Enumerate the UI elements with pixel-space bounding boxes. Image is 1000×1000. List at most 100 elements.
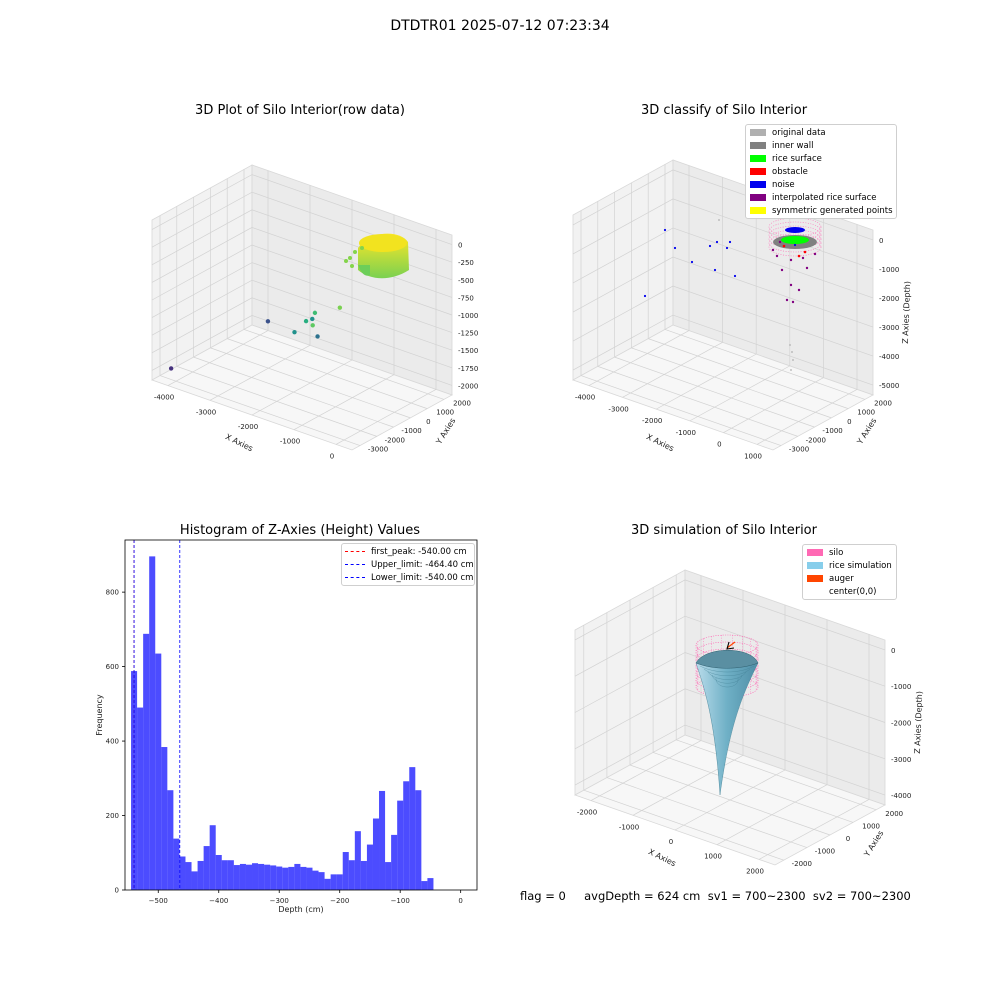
histogram-bar <box>227 860 234 890</box>
grid-line <box>588 330 690 386</box>
legend-swatch <box>750 129 766 136</box>
legend-label: original data <box>772 127 826 138</box>
legend-swatch <box>750 181 766 188</box>
legend-label: inner wall <box>772 140 814 151</box>
scatter-point <box>265 319 271 324</box>
z-tick-label-1: 0 <box>458 242 462 250</box>
z-tick-label-4: -4000 <box>891 792 911 800</box>
grid-line <box>656 353 757 410</box>
x-tick-label-1: -1000 <box>280 438 300 446</box>
legend-item: interpolated rice surface <box>746 191 896 204</box>
y-tick-label-1: -1000 <box>401 427 421 435</box>
z-tick-label-2: 0 <box>879 237 883 245</box>
legend-label: Lower_limit: -540.00 cm <box>371 572 474 583</box>
legend-item: Upper_limit: -464.40 cm <box>342 558 474 571</box>
z-tick-label-4: -3000 <box>891 756 911 764</box>
legend-item: symmetric generated points <box>746 204 896 217</box>
rice-simulation-top <box>695 650 759 669</box>
grid-line <box>572 285 874 357</box>
y-tick-label-1: 1000 <box>436 409 454 417</box>
legend-label: rice surface <box>772 153 822 164</box>
grid-line <box>159 375 361 446</box>
y-tick-label-4: 0 <box>846 835 850 843</box>
silo-wall-ring <box>768 229 822 249</box>
plot1-3d-scatter: -4000-3000-2000-10000200010000-1000-2000… <box>151 164 480 460</box>
legend-swatch <box>807 575 823 582</box>
interpolated-point <box>789 283 793 287</box>
grid-line <box>151 315 453 386</box>
y-tick-label-4: -2000 <box>792 860 812 868</box>
y-tick-label-1: 0 <box>426 418 430 426</box>
x-axis-label: Depth (cm) <box>278 905 323 914</box>
histogram-bar <box>282 867 289 890</box>
grid-line <box>622 342 723 398</box>
z-tick-label-2: -2000 <box>879 295 899 303</box>
histogram-bar <box>179 856 186 890</box>
interpolated-point <box>797 288 801 292</box>
histogram-bar <box>312 870 319 890</box>
original-point <box>789 344 791 346</box>
y-tick-label-1: -3000 <box>368 446 388 454</box>
plot4-legend: silo rice simulation auger center(0,0) <box>802 544 897 600</box>
interpolated-point <box>785 298 789 302</box>
histogram-bar <box>203 846 210 890</box>
original-point <box>791 351 793 353</box>
histogram-bar <box>366 844 373 890</box>
z-axis-label-4: Z Axies (Depth) <box>913 691 924 754</box>
x-axis-label-4: X Axies <box>647 847 678 868</box>
noise-point <box>793 243 797 247</box>
scatter-point <box>303 318 309 324</box>
silo-wall-ring <box>768 217 822 237</box>
x-tick-label-2: 1000 <box>744 452 762 460</box>
z-tick-label-1: -1750 <box>458 365 478 373</box>
histogram-bar <box>209 825 216 890</box>
legend-label: symmetric generated points <box>772 205 893 216</box>
z-tick-label-2: -4000 <box>879 353 899 361</box>
histogram-bar <box>397 800 404 890</box>
histogram-bar <box>252 863 259 890</box>
grid-line <box>243 329 445 400</box>
histogram-bar <box>324 878 331 890</box>
histogram-chart: −500 −400 −300 −200 −100 0 0 200 400 600 800 Depth … <box>95 539 478 914</box>
noise-point <box>708 244 712 248</box>
grid-line <box>151 262 453 333</box>
z-axis-label-2: Z Axies (Depth) <box>901 281 912 344</box>
x-tick-label-4: 2000 <box>746 867 764 875</box>
original-point <box>718 219 720 221</box>
noise-point <box>715 240 719 244</box>
histogram-bar <box>276 866 283 890</box>
surface-mesh-line <box>699 665 755 673</box>
histogram-bar <box>403 781 410 890</box>
y-tick-label-2: -1000 <box>822 427 842 435</box>
noise-point <box>690 260 694 264</box>
histogram-bar <box>348 860 355 890</box>
grid-line <box>167 330 269 386</box>
noise-point <box>733 274 737 278</box>
legend-item: auger <box>803 572 896 585</box>
plot4-title: 3D simulation of Silo Interior <box>631 523 817 538</box>
scatter-point <box>310 316 315 322</box>
histogram-bar <box>360 860 367 890</box>
scatter-point <box>353 250 357 254</box>
noise-point <box>673 246 677 250</box>
noise-point <box>663 228 667 232</box>
legend-item: center(0,0) <box>803 585 896 598</box>
histogram-bar <box>185 862 192 890</box>
histogram-bar <box>421 881 428 890</box>
grid-line <box>689 365 790 422</box>
plot2-title: 3D classify of Silo Interior <box>640 103 808 118</box>
z-tick-label-1: -1000 <box>458 312 478 320</box>
interpolated-point <box>791 300 795 304</box>
x-tick-label: 0 <box>458 897 462 905</box>
histogram-bar <box>300 866 307 890</box>
legend-swatch <box>807 588 823 595</box>
plot2-legend: original data inner wall rice surface obsta… <box>745 124 897 219</box>
scatter-point <box>350 264 354 268</box>
interpolated-point <box>805 266 809 270</box>
y-tick-label: 0 <box>115 887 119 895</box>
legend-label: silo <box>829 547 844 558</box>
grid-line <box>210 347 411 419</box>
y-tick-label: 800 <box>106 589 119 597</box>
legend-line <box>345 577 365 578</box>
grid-line <box>151 174 453 245</box>
